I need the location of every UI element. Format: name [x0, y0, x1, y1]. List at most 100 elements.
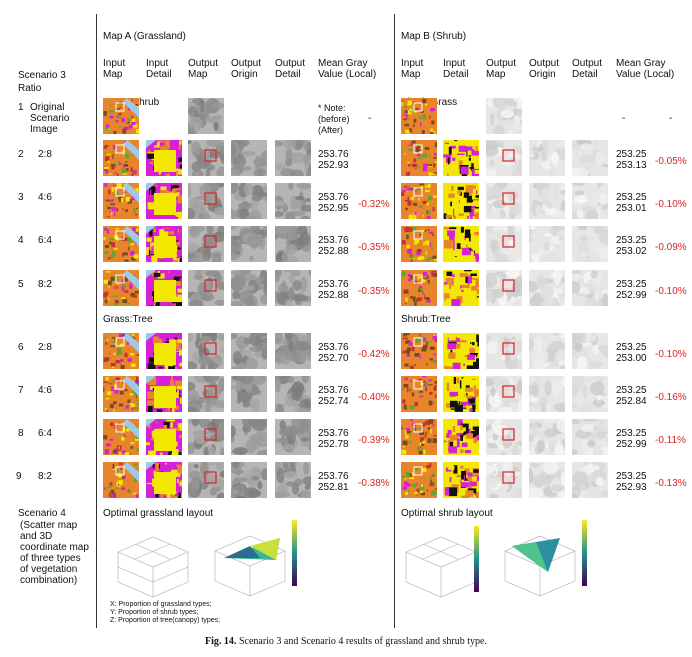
- row7-b-mean-values: 253.25 252.84: [616, 385, 647, 407]
- left-separator: [96, 14, 97, 628]
- row3-a-input-detail: [146, 183, 182, 219]
- a-col-header-4: Output Detail: [275, 58, 306, 80]
- row9-b-mean-values: 253.25 252.93: [616, 471, 647, 493]
- row2-a-input-map: [103, 140, 139, 176]
- surface-3d-plot-a: [214, 520, 297, 597]
- row3-ratio: 4:6: [38, 192, 52, 203]
- row2-b-input-map: [401, 140, 437, 176]
- row5-b-output-map: [486, 270, 522, 306]
- row5-b-input-detail: [443, 270, 479, 306]
- row8-b-input-detail: [443, 419, 479, 455]
- row3-b-mean-values: 253.25 253.01: [616, 192, 647, 214]
- row6-a-mean-values: 253.76 252.70: [318, 342, 349, 364]
- scenario4-desc: (Scatter map and 3D coordinate map of th…: [20, 520, 89, 586]
- row4-b-input-map: [401, 226, 437, 262]
- row3-b-output-origin: [529, 183, 565, 219]
- scenario3-label: Scenario 3: [18, 70, 66, 81]
- row3-b-output-map: [486, 183, 522, 219]
- row6-b-percent: -0.10%: [655, 349, 687, 360]
- row4-b-mean-values: 253.25 253.02: [616, 235, 647, 257]
- row9-a-input-detail: [146, 462, 182, 498]
- map-b-title: Map B (Shrub): [401, 31, 467, 42]
- row5-a-input-map: [103, 270, 139, 306]
- row2-b-mean-values: 253.25 253.13: [616, 149, 647, 171]
- row6-a-input-map: [103, 333, 139, 369]
- row2-ratio: 2:8: [38, 149, 52, 160]
- row8-b-mean-values: 253.25 252.99: [616, 428, 647, 450]
- row4-ratio: 6:4: [38, 235, 52, 246]
- row6-ratio: 2:8: [38, 342, 52, 353]
- row4-b-output-origin: [529, 226, 565, 262]
- row5-a-mean-values: 253.76 252.88: [318, 279, 349, 301]
- row2-a-mean-values: 253.76 252.93: [318, 149, 349, 171]
- row5-num: 5: [18, 279, 24, 290]
- scatter-3d-plot-b: [405, 526, 479, 598]
- row9-b-output-map: [486, 462, 522, 498]
- row1-b-dash1: -: [622, 113, 626, 124]
- caption-text: Scenario 3 and Scenario 4 results of gra…: [238, 636, 487, 647]
- row6-b-output-origin: [529, 333, 565, 369]
- row4-a-output-origin: [231, 226, 267, 262]
- row3-a-mean-values: 253.76 252.95: [318, 192, 349, 214]
- row3-b-input-detail: [443, 183, 479, 219]
- row7-b-input-detail: [443, 376, 479, 412]
- row8-a-input-map: [103, 419, 139, 455]
- row4-a-input-detail: [146, 226, 182, 262]
- row9-b-output-origin: [529, 462, 565, 498]
- row3-b-output-detail: [572, 183, 608, 219]
- row4-b-output-map: [486, 226, 522, 262]
- row1-label: Original Scenario Image: [30, 102, 70, 135]
- b-col-header-5: Mean Gray Value (Local): [616, 58, 675, 80]
- row9-a-input-map: [103, 462, 139, 498]
- optimal-grassland-title: Optimal grassland layout: [103, 508, 214, 519]
- b-col-header-2: Output Map: [486, 58, 517, 80]
- row8-num: 8: [18, 428, 24, 439]
- scenario4-label: Scenario 4: [18, 508, 66, 519]
- row2-a-input-detail: [146, 140, 182, 176]
- scatter-3d-plot-a: [117, 536, 189, 598]
- row1-a-output-map: [188, 98, 224, 134]
- row6-b-output-detail: [572, 333, 608, 369]
- row2-b-input-detail: [443, 140, 479, 176]
- row4-b-input-detail: [443, 226, 479, 262]
- row5-b-output-detail: [572, 270, 608, 306]
- row6-b-input-map: [401, 333, 437, 369]
- a-col-header-2: Output Map: [188, 58, 219, 80]
- row7-a-percent: -0.40%: [358, 392, 390, 403]
- row3-num: 3: [18, 192, 24, 203]
- row2-a-output-detail: [275, 140, 311, 176]
- row4-a-input-map: [103, 226, 139, 262]
- b-col-header-1: Input Detail: [443, 58, 469, 80]
- row7-num: 7: [18, 385, 24, 396]
- row2-b-percent: -0.05%: [655, 156, 687, 167]
- row1-b-input-map: [401, 98, 437, 134]
- figure-caption: Fig. 14. Scenario 3 and Scenario 4 resul…: [0, 636, 692, 647]
- row2-num: 2: [18, 149, 24, 160]
- row8-b-output-origin: [529, 419, 565, 455]
- b-col-header-3: Output Origin: [529, 58, 560, 80]
- row1-a-dash: -: [368, 113, 372, 124]
- row8-b-input-map: [401, 419, 437, 455]
- row9-a-percent: -0.38%: [358, 478, 390, 489]
- row8-a-input-detail: [146, 419, 182, 455]
- row6-a-percent: -0.42%: [358, 349, 390, 360]
- row6-a-output-map: [188, 333, 224, 369]
- row8-b-output-map: [486, 419, 522, 455]
- row5-b-output-origin: [529, 270, 565, 306]
- row7-b-output-origin: [529, 376, 565, 412]
- row3-a-output-map: [188, 183, 224, 219]
- row5-a-output-origin: [231, 270, 267, 306]
- row1-note: * Note: (before) (After): [318, 103, 350, 135]
- row7-b-output-detail: [572, 376, 608, 412]
- optimal-shrub-title: Optimal shrub layout: [401, 508, 493, 519]
- row3-a-output-origin: [231, 183, 267, 219]
- a-col-header-3: Output Origin: [231, 58, 262, 80]
- row2-b-output-origin: [529, 140, 565, 176]
- row6-num: 6: [18, 342, 24, 353]
- row8-a-output-origin: [231, 419, 267, 455]
- row1-num: 1: [18, 102, 24, 113]
- middle-separator: [394, 14, 395, 628]
- row7-b-input-map: [401, 376, 437, 412]
- row9-b-input-map: [401, 462, 437, 498]
- group2-b-label: Shrub:Tree: [401, 314, 451, 325]
